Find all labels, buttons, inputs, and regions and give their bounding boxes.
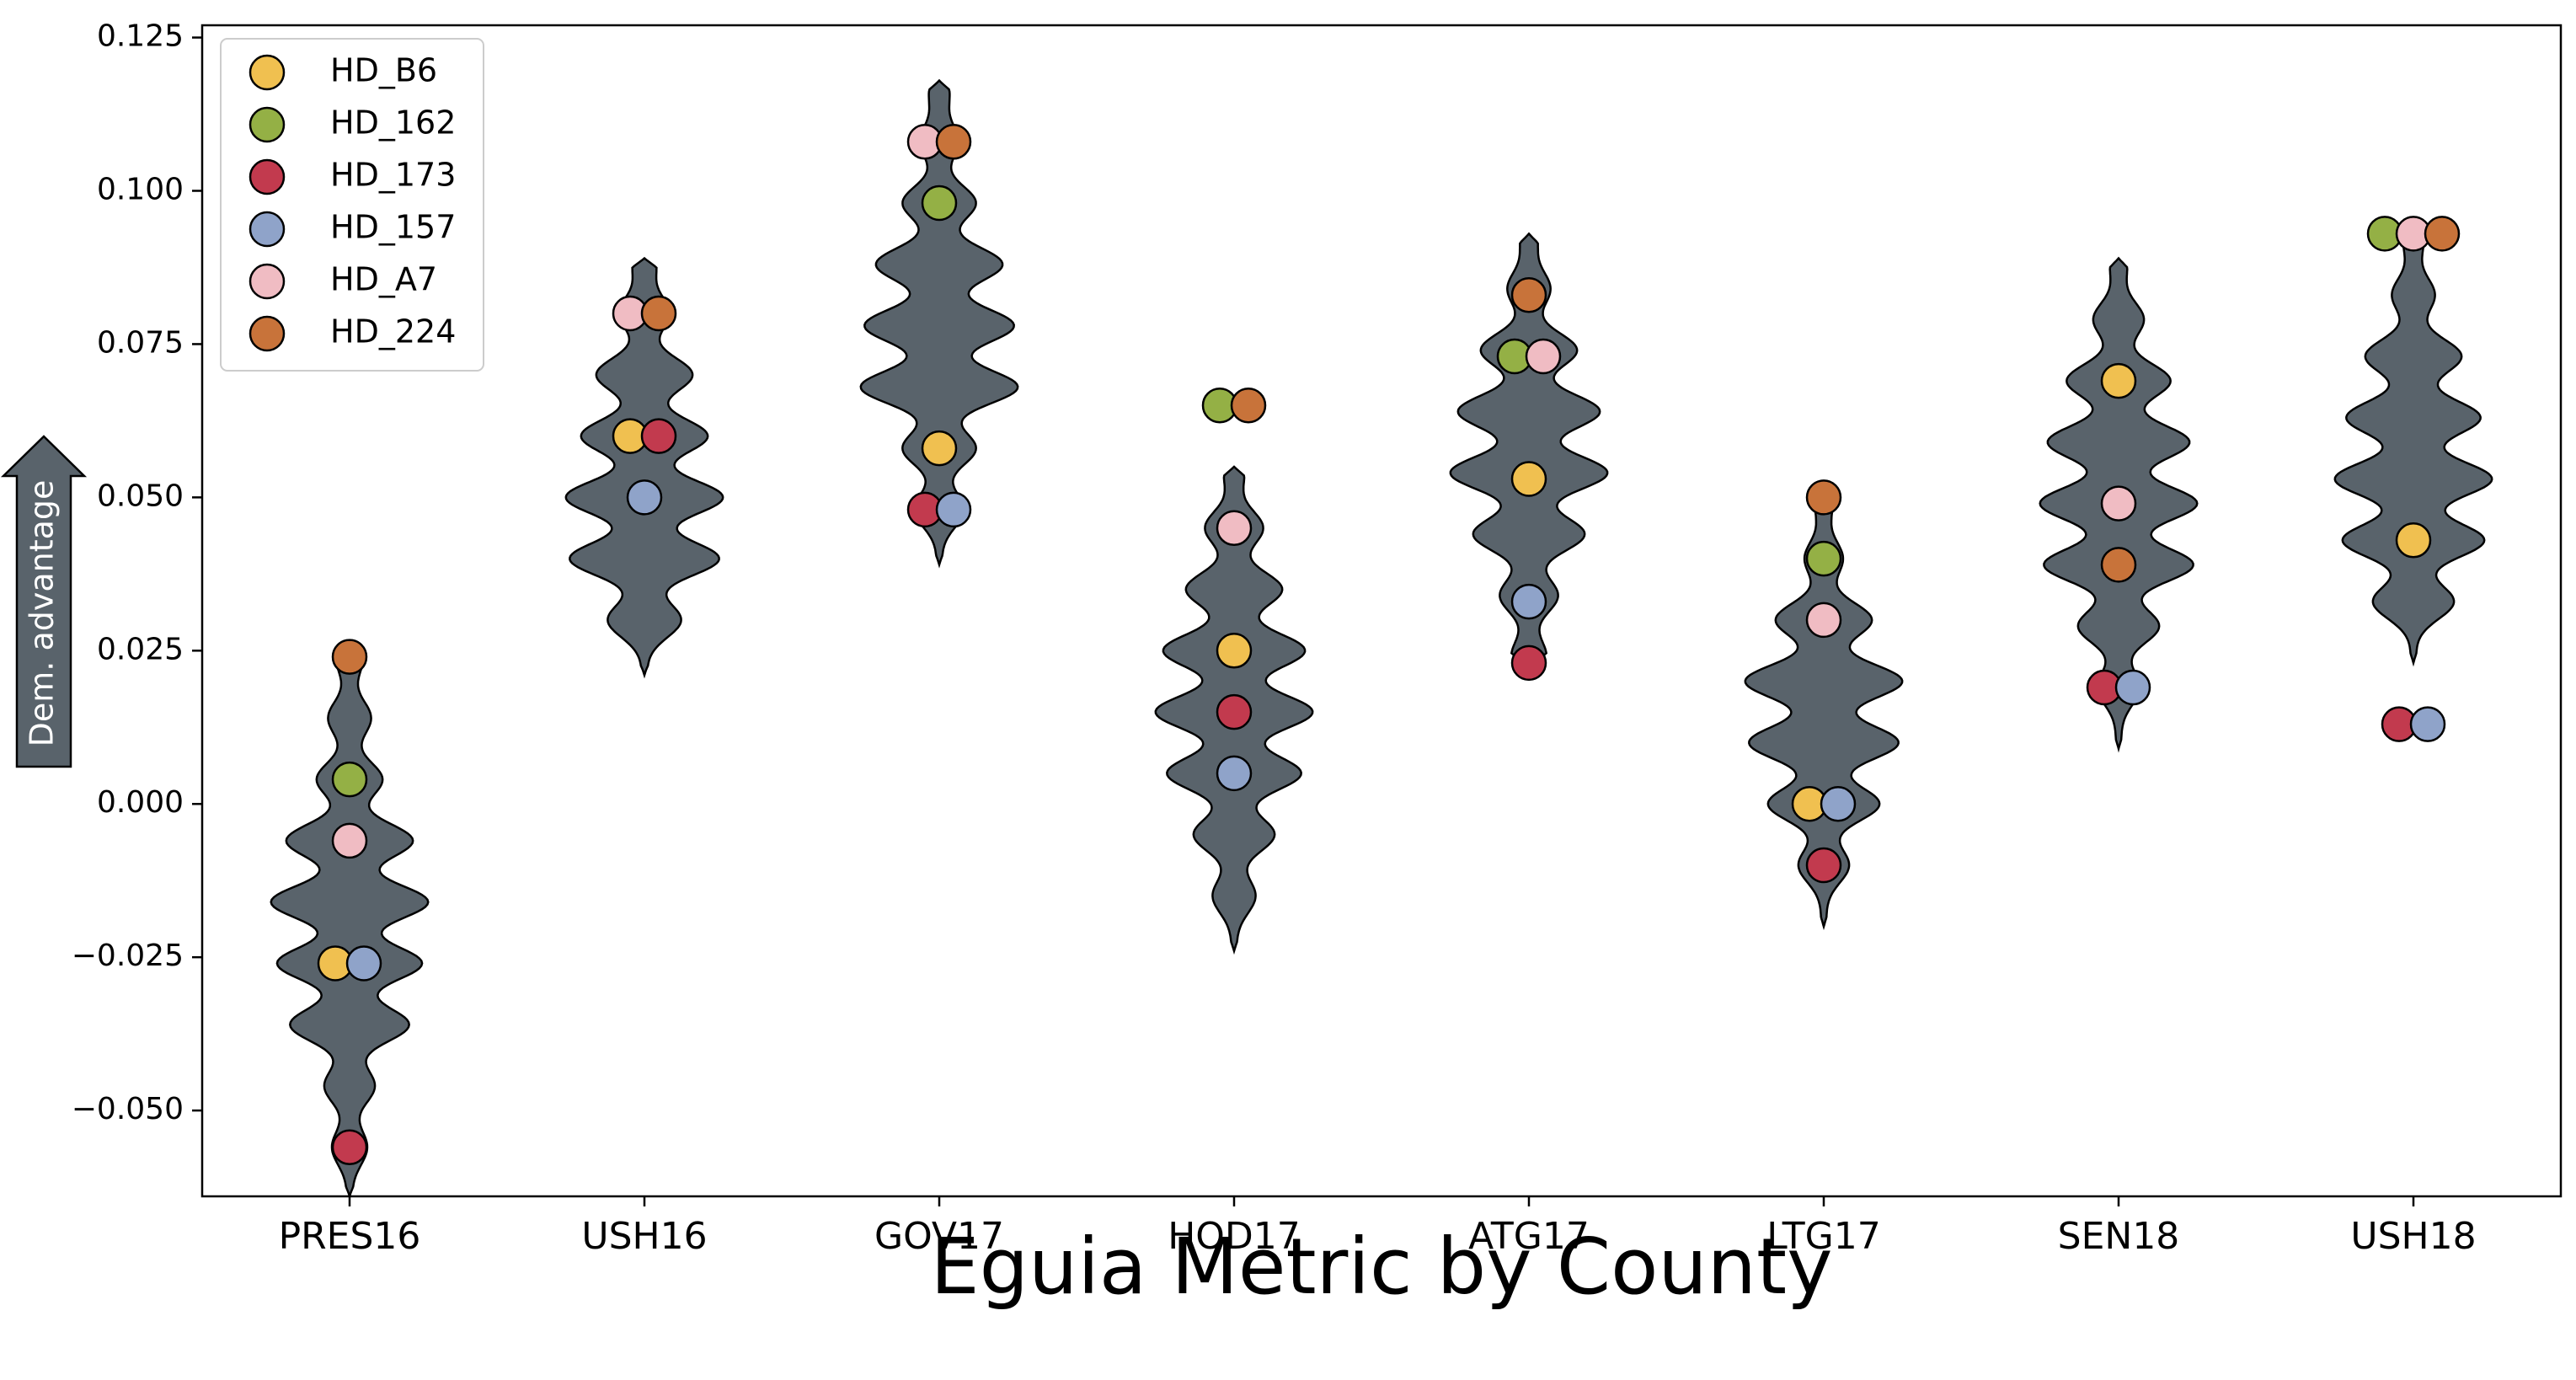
point-hd-157-sen18 [2114, 669, 2151, 706]
dem-advantage-label: Dem. advantage [24, 480, 61, 747]
point-hd-224-gov17 [935, 124, 972, 160]
x-tick-label-atg17: ATG17 [1468, 1215, 1590, 1258]
point-hd-a7-sen18 [2100, 485, 2137, 522]
y-axis: −0.050 −0.025 0.000 0.025 0.050 0.075 0.100 0.1… [72, 19, 202, 1126]
point-hd-157-atg17 [1510, 583, 1547, 620]
point-hd-157-hod17 [1216, 755, 1253, 792]
point-hd-173-hod17 [1216, 693, 1253, 730]
point-hd-224-atg17 [1510, 276, 1547, 313]
legend-marker-hd-157 [249, 211, 286, 248]
plot-frame [200, 24, 2563, 1198]
point-hd-162-pres16 [331, 761, 368, 798]
point-hd-157-gov17 [935, 491, 972, 528]
point-hd-224-ltg17 [1805, 479, 1842, 516]
point-hd-162-gov17 [921, 185, 958, 222]
legend: HD_B6 HD_162 HD_173 HD_157 HD_A7 HD_224 [220, 38, 484, 372]
point-hd-162-ltg17 [1805, 540, 1842, 577]
y-tick-label: 0.075 [97, 325, 184, 360]
point-hd-173-ush16 [640, 418, 677, 454]
point-hd-a7-ltg17 [1805, 602, 1842, 639]
y-tick-label: 0.050 [97, 479, 184, 513]
legend-marker-hd-a7 [249, 263, 286, 300]
legend-label-hd-173: HD_173 [330, 157, 456, 194]
x-tick-label-ltg17: LTG17 [1766, 1215, 1880, 1258]
x-axis-label: Eguia Metric by County [930, 1222, 1832, 1312]
legend-label-hd-157: HD_157 [330, 209, 456, 246]
y-tick-label: 0.125 [97, 19, 184, 54]
legend-box [220, 38, 484, 372]
violin-atg17 [1449, 232, 1609, 665]
y-tick-label: 0.000 [97, 785, 184, 820]
violin-ush16 [564, 256, 724, 679]
legend-marker-hd-224 [249, 315, 286, 352]
dem-advantage-arrow: Dem. advantage [0, 435, 88, 768]
point-hd-157-ush16 [626, 479, 663, 516]
point-hd-b6-gov17 [921, 430, 958, 467]
x-tick-label-pres16: PRES16 [279, 1215, 421, 1258]
legend-marker-hd-173 [249, 158, 286, 195]
points-layer [317, 124, 2461, 1166]
dem-advantage-arrow-shape [0, 435, 88, 768]
point-hd-b6-atg17 [1510, 461, 1547, 497]
legend-label-hd-162: HD_162 [330, 104, 456, 142]
point-hd-224-sen18 [2100, 547, 2137, 583]
legend-marker-hd-b6 [249, 54, 286, 91]
y-tick-label: 0.025 [97, 632, 184, 666]
point-hd-224-pres16 [331, 639, 368, 675]
point-hd-173-ltg17 [1805, 847, 1842, 884]
point-hd-157-ush18 [2409, 706, 2446, 742]
point-hd-173-pres16 [331, 1129, 368, 1166]
x-tick-label-ush18: USH18 [2350, 1215, 2476, 1258]
point-hd-173-atg17 [1510, 645, 1547, 682]
x-tick-label-sen18: SEN18 [2058, 1215, 2180, 1258]
x-tick-label-gov17: GOV17 [874, 1215, 1004, 1258]
legend-label-hd-b6: HD_B6 [330, 52, 437, 89]
violin-gov17 [859, 78, 1019, 569]
point-hd-a7-pres16 [331, 822, 368, 859]
point-hd-157-pres16 [345, 945, 382, 982]
legend-label-hd-a7: HD_A7 [330, 261, 437, 298]
y-tick-label: 0.100 [97, 172, 184, 206]
point-hd-b6-ush18 [2395, 522, 2432, 559]
y-tick-label: −0.025 [72, 939, 184, 973]
x-axis: PRES16 USH16 GOV17 HOD17 ATG17 LTG17 SEN18 USH1… [279, 1196, 2477, 1258]
point-hd-b6-sen18 [2100, 362, 2137, 399]
point-hd-224-ush18 [2424, 216, 2461, 252]
point-hd-a7-hod17 [1216, 510, 1253, 547]
point-hd-a7-atg17 [1525, 338, 1562, 375]
x-tick-label-hod17: HOD17 [1168, 1215, 1301, 1258]
x-tick-label-ush16: USH16 [581, 1215, 707, 1258]
point-hd-157-ltg17 [1820, 785, 1857, 822]
point-hd-224-ush16 [640, 295, 677, 332]
legend-label-hd-224: HD_224 [330, 313, 456, 350]
y-tick-label: −0.050 [72, 1092, 184, 1126]
point-hd-b6-hod17 [1216, 633, 1253, 669]
point-hd-224-hod17 [1230, 387, 1267, 424]
legend-marker-hd-162 [249, 106, 286, 143]
